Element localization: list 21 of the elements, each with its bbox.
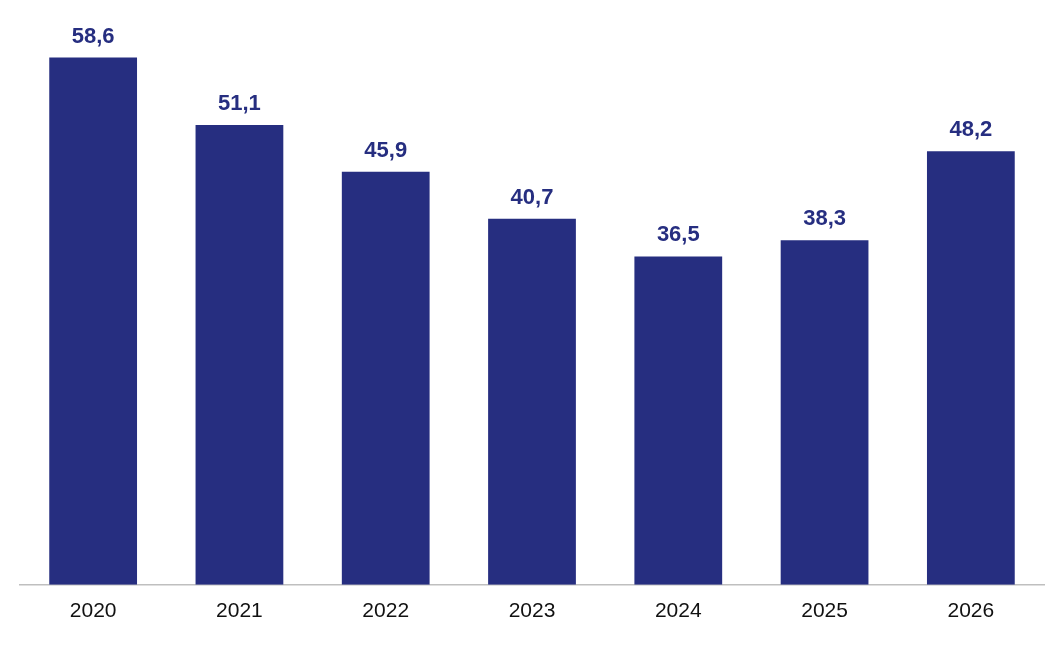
- bar: [926, 151, 1015, 585]
- data-label: 36,5: [656, 221, 700, 247]
- x-tick-label: 2024: [654, 598, 702, 622]
- x-tick-label: 2023: [508, 598, 556, 622]
- bar: [341, 171, 430, 585]
- x-tick-label: 2025: [801, 598, 848, 622]
- bar: [195, 125, 284, 585]
- x-tick-label: 2020: [69, 598, 117, 622]
- data-label: 58,6: [71, 22, 115, 48]
- x-tick-label: 2026: [947, 598, 995, 622]
- bar: [488, 218, 576, 585]
- data-label: 48,2: [949, 116, 993, 142]
- bar: [634, 256, 723, 585]
- x-tick-label: 2021: [216, 598, 263, 622]
- x-tick-label: 2022: [362, 598, 410, 622]
- bar: [49, 57, 138, 585]
- data-label: 45,9: [364, 136, 408, 162]
- data-label: 51,1: [218, 90, 261, 116]
- data-label: 38,3: [803, 205, 846, 231]
- bar: [780, 240, 869, 585]
- data-label: 40,7: [510, 183, 554, 209]
